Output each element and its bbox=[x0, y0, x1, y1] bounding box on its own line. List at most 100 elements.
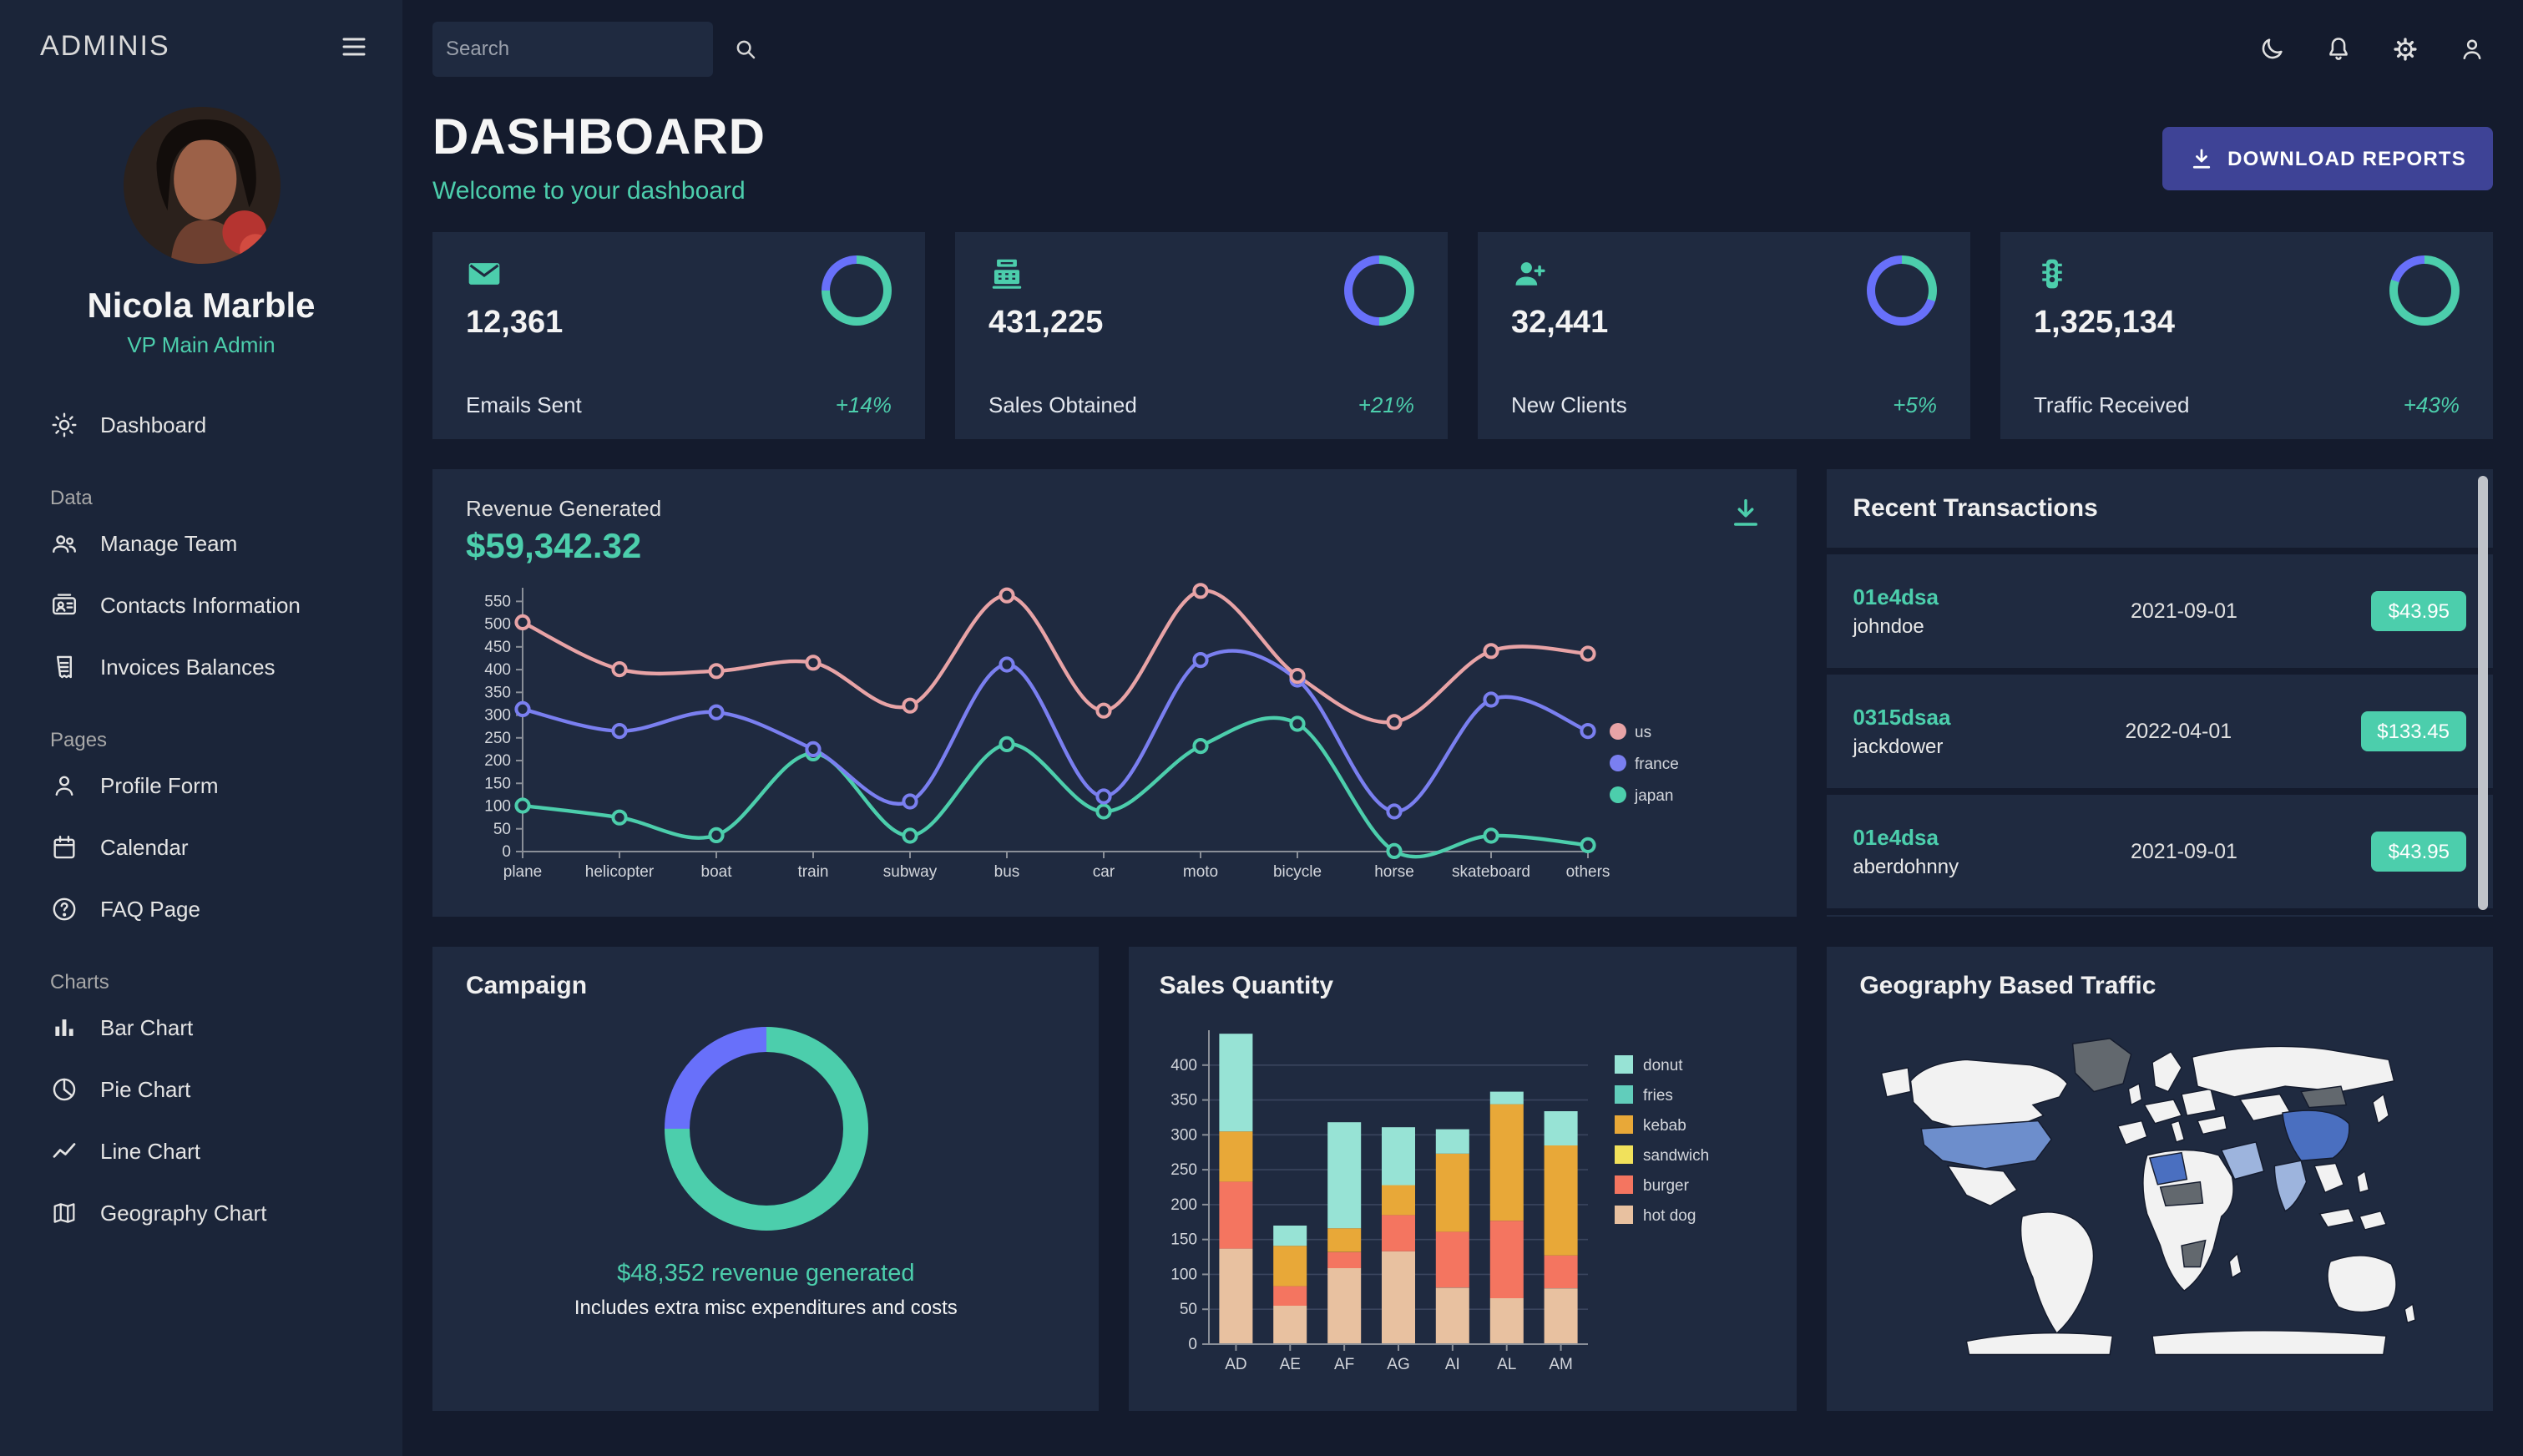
stat-delta: +21% bbox=[1358, 392, 1414, 417]
sidebar: ADMINIS Nicola Marble VP Main Admin bbox=[0, 0, 402, 1456]
progress-circle bbox=[1867, 255, 1937, 326]
brand-logo: ADMINIS bbox=[40, 30, 170, 62]
transaction-row: 01e4dsa aberdohnny 2021-09-01 $43.95 bbox=[1826, 795, 2493, 915]
sales-bar-chart: 0 50 100 150 200 250 300 350 400 AD AE AF AG AI AL AM do… bbox=[1171, 1030, 1710, 1373]
map-icon bbox=[50, 1199, 78, 1227]
main-area: DASHBOARD Welcome to your dashboard DOWN… bbox=[402, 0, 2523, 1456]
stat-label: Sales Obtained bbox=[988, 392, 1137, 417]
sidebar-item-contacts[interactable]: Contacts Information bbox=[0, 574, 402, 636]
world-map bbox=[1881, 1038, 2417, 1356]
revenue-panel: Revenue Generated $59,342.32 0 50 100 150 20… bbox=[432, 469, 1797, 917]
amount-badge: $43.95 bbox=[2371, 832, 2466, 872]
svg-text:us: us bbox=[1635, 724, 1651, 741]
transaction-date: 2021-09-01 bbox=[2131, 840, 2237, 863]
svg-text:550: 550 bbox=[484, 593, 511, 610]
amount-badge: $133.45 bbox=[2360, 711, 2466, 751]
download-reports-button[interactable]: DOWNLOAD REPORTS bbox=[2162, 127, 2493, 190]
sidebar-item-dashboard[interactable]: Dashboard bbox=[0, 394, 402, 456]
sidebar-item-label: Pie Chart bbox=[100, 1077, 191, 1102]
svg-text:250: 250 bbox=[1171, 1161, 1198, 1179]
dashboard-grid: 12,361 Emails Sent +14% bbox=[432, 232, 2493, 1411]
point-of-sale-icon bbox=[988, 255, 1103, 292]
svg-text:450: 450 bbox=[484, 639, 511, 656]
search-input[interactable] bbox=[432, 37, 718, 60]
user-role: VP Main Admin bbox=[127, 332, 276, 357]
settings-icon[interactable] bbox=[2391, 34, 2419, 63]
svg-text:350: 350 bbox=[1171, 1092, 1198, 1110]
sidebar-item-label: FAQ Page bbox=[100, 897, 200, 922]
profile-icon[interactable] bbox=[2458, 34, 2486, 63]
sidebar-item-manage-team[interactable]: Manage Team bbox=[0, 513, 402, 574]
stat-label: New Clients bbox=[1511, 392, 1627, 417]
bar-chart-icon bbox=[50, 1014, 78, 1042]
sidebar-section-data: Data bbox=[50, 486, 93, 509]
svg-text:350: 350 bbox=[484, 684, 511, 701]
svg-text:others: others bbox=[1566, 863, 1610, 881]
stat-value: 32,441 bbox=[1511, 306, 1609, 341]
svg-text:AG: AG bbox=[1388, 1356, 1410, 1373]
campaign-revenue-text: $48,352 revenue generated bbox=[617, 1261, 915, 1287]
sidebar-item-line-chart[interactable]: Line Chart bbox=[0, 1120, 402, 1182]
svg-text:subway: subway bbox=[883, 863, 938, 881]
person-add-icon bbox=[1511, 255, 1608, 292]
svg-text:100: 100 bbox=[1171, 1266, 1198, 1283]
stat-delta: +43% bbox=[2403, 392, 2460, 417]
stat-card-traffic: 1,325,134 Traffic Received +43% bbox=[2000, 232, 2493, 439]
stat-delta: +14% bbox=[835, 392, 892, 417]
menu-toggle-button[interactable] bbox=[339, 32, 369, 62]
campaign-title: Campaign bbox=[466, 972, 588, 1000]
sales-quantity-panel: Sales Quantity 0 50 100 150 200 250 300 350 400 A… bbox=[1129, 947, 1797, 1411]
menu-icon bbox=[342, 38, 366, 56]
stat-card-clients: 32,441 New Clients +5% bbox=[1478, 232, 1970, 439]
campaign-progress-circle bbox=[664, 1027, 868, 1231]
svg-text:200: 200 bbox=[484, 752, 511, 770]
page-subtitle: Welcome to your dashboard bbox=[432, 177, 746, 205]
stat-value: 12,361 bbox=[466, 306, 564, 341]
svg-text:AI: AI bbox=[1446, 1356, 1461, 1373]
sidebar-item-faq[interactable]: FAQ Page bbox=[0, 878, 402, 940]
stat-label: Traffic Received bbox=[2034, 392, 2190, 417]
download-icon[interactable] bbox=[1727, 496, 1762, 531]
svg-text:helicopter: helicopter bbox=[585, 863, 655, 881]
svg-text:300: 300 bbox=[484, 707, 511, 725]
svg-text:400: 400 bbox=[484, 661, 511, 679]
sidebar-item-label: Profile Form bbox=[100, 773, 219, 798]
sidebar-item-geography-chart[interactable]: Geography Chart bbox=[0, 1182, 402, 1244]
topbar-icons bbox=[2258, 34, 2486, 63]
stat-value: 1,325,134 bbox=[2034, 306, 2176, 341]
sidebar-item-profile-form[interactable]: Profile Form bbox=[0, 755, 402, 816]
svg-text:sandwich: sandwich bbox=[1644, 1147, 1710, 1165]
progress-circle bbox=[1344, 255, 1414, 326]
svg-text:50: 50 bbox=[1181, 1301, 1198, 1318]
notifications-icon[interactable] bbox=[2324, 34, 2353, 63]
svg-text:300: 300 bbox=[1171, 1126, 1198, 1144]
revenue-line-chart: 0 50 100 150 200 250 300 350 400 450 500 550 plane he… bbox=[484, 583, 1679, 881]
email-icon bbox=[466, 255, 563, 292]
svg-text:bicycle: bicycle bbox=[1273, 863, 1322, 881]
avatar[interactable] bbox=[123, 107, 280, 264]
sidebar-item-bar-chart[interactable]: Bar Chart bbox=[0, 997, 402, 1059]
contacts-icon bbox=[50, 591, 78, 619]
svg-text:hot dog: hot dog bbox=[1644, 1207, 1696, 1225]
geography-title: Geography Based Traffic bbox=[1859, 972, 2156, 1000]
sidebar-item-invoices[interactable]: Invoices Balances bbox=[0, 636, 402, 698]
sidebar-item-pie-chart[interactable]: Pie Chart bbox=[0, 1059, 402, 1120]
sidebar-item-calendar[interactable]: Calendar bbox=[0, 816, 402, 878]
line-chart-icon bbox=[50, 1137, 78, 1165]
dark-mode-icon[interactable] bbox=[2258, 34, 2286, 63]
transaction-user: jackdower bbox=[1853, 735, 1944, 758]
svg-text:150: 150 bbox=[1171, 1231, 1198, 1249]
person-icon bbox=[50, 771, 78, 800]
user-name: Nicola Marble bbox=[87, 287, 316, 326]
transactions-scrollbar[interactable] bbox=[2478, 476, 2488, 910]
stat-delta: +5% bbox=[1893, 392, 1937, 417]
transaction-row: 01e4dsa johndoe 2021-09-01 $43.95 bbox=[1826, 554, 2493, 675]
campaign-panel: Campaign $48,352 revenue generated Inclu… bbox=[432, 947, 1100, 1411]
svg-text:car: car bbox=[1093, 863, 1115, 881]
transaction-user: johndoe bbox=[1853, 614, 1924, 638]
transaction-user: aberdohnny bbox=[1853, 855, 1959, 878]
transaction-id: 0315dsaa bbox=[1853, 705, 1951, 730]
recent-transactions-panel: Recent Transactions 01e4dsa johndoe 2021… bbox=[1826, 469, 2493, 917]
search-icon[interactable] bbox=[718, 36, 773, 61]
